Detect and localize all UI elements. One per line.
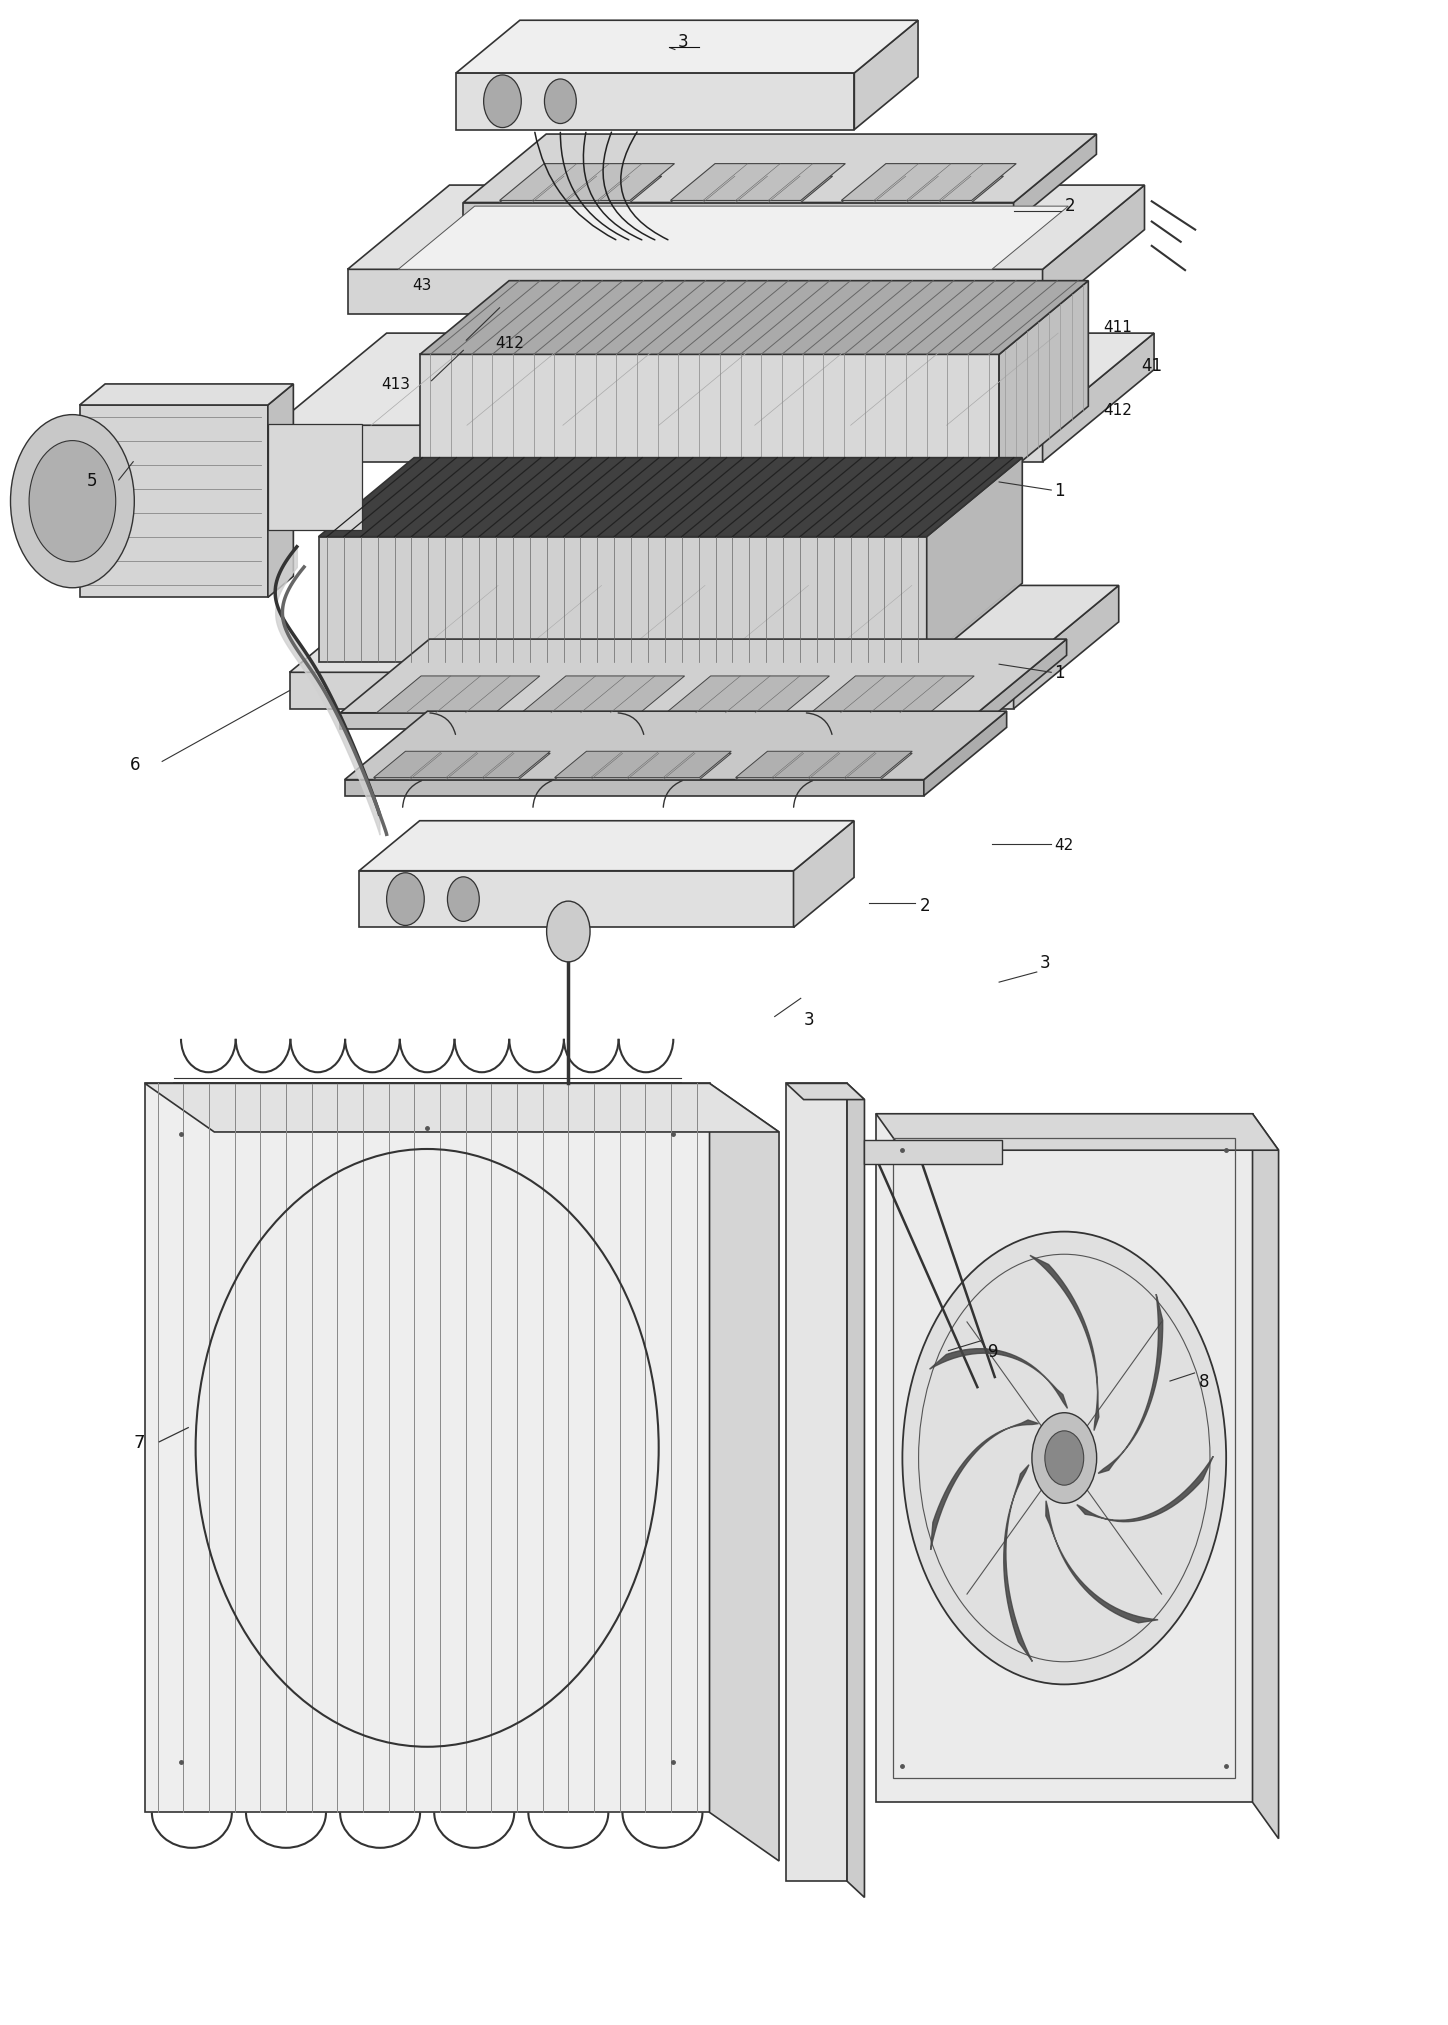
Circle shape xyxy=(447,877,479,921)
Polygon shape xyxy=(340,713,977,729)
Circle shape xyxy=(29,441,116,561)
Text: 6: 6 xyxy=(130,755,140,774)
Text: 412: 412 xyxy=(1103,403,1132,417)
Polygon shape xyxy=(268,385,294,597)
Circle shape xyxy=(902,1231,1226,1685)
Text: 2: 2 xyxy=(919,897,930,915)
Polygon shape xyxy=(854,20,918,130)
Polygon shape xyxy=(80,405,268,597)
Text: 3: 3 xyxy=(678,32,689,51)
Polygon shape xyxy=(319,458,1022,537)
Polygon shape xyxy=(1077,1456,1213,1521)
Text: 5: 5 xyxy=(87,472,97,490)
Text: 43: 43 xyxy=(413,277,432,292)
FancyBboxPatch shape xyxy=(876,1114,1253,1802)
Polygon shape xyxy=(710,1083,779,1861)
Polygon shape xyxy=(841,164,1016,200)
Polygon shape xyxy=(555,753,731,780)
Circle shape xyxy=(1045,1432,1083,1484)
Text: 42: 42 xyxy=(1054,838,1073,853)
Text: 3: 3 xyxy=(1040,954,1050,972)
Text: 7: 7 xyxy=(133,1434,145,1452)
Text: 9: 9 xyxy=(988,1343,998,1361)
Bar xyxy=(786,1083,847,1881)
Polygon shape xyxy=(275,425,1043,462)
Polygon shape xyxy=(670,176,833,202)
Polygon shape xyxy=(359,820,854,871)
Text: 411: 411 xyxy=(1103,320,1132,334)
Polygon shape xyxy=(1043,184,1144,314)
Polygon shape xyxy=(1045,1501,1158,1622)
Polygon shape xyxy=(876,1114,1279,1150)
Polygon shape xyxy=(420,281,1089,354)
Polygon shape xyxy=(398,207,1069,269)
Circle shape xyxy=(484,75,521,128)
Text: 3: 3 xyxy=(804,1010,814,1029)
Circle shape xyxy=(1032,1413,1096,1503)
Polygon shape xyxy=(555,751,731,778)
Polygon shape xyxy=(841,176,1003,202)
Polygon shape xyxy=(463,202,1014,223)
Circle shape xyxy=(546,901,589,962)
Polygon shape xyxy=(500,164,675,200)
Text: 1: 1 xyxy=(1054,482,1064,500)
Polygon shape xyxy=(359,871,794,927)
Polygon shape xyxy=(521,676,685,713)
Polygon shape xyxy=(376,676,540,713)
Polygon shape xyxy=(1030,1256,1099,1430)
Polygon shape xyxy=(290,585,1119,672)
Text: 2: 2 xyxy=(1064,196,1074,215)
Polygon shape xyxy=(786,1083,864,1100)
Polygon shape xyxy=(864,1140,1002,1164)
Polygon shape xyxy=(348,269,1043,314)
Polygon shape xyxy=(1003,1464,1032,1660)
Polygon shape xyxy=(1253,1114,1279,1839)
Bar xyxy=(145,1083,710,1812)
Polygon shape xyxy=(340,640,1067,713)
Polygon shape xyxy=(420,354,999,480)
Polygon shape xyxy=(670,164,846,200)
Polygon shape xyxy=(290,672,1014,709)
Circle shape xyxy=(544,79,576,124)
Polygon shape xyxy=(500,176,662,202)
Polygon shape xyxy=(1014,585,1119,709)
Polygon shape xyxy=(463,134,1096,202)
Polygon shape xyxy=(977,640,1067,729)
Bar xyxy=(268,423,362,531)
Polygon shape xyxy=(456,73,854,130)
Polygon shape xyxy=(736,753,912,780)
Polygon shape xyxy=(927,458,1022,662)
Polygon shape xyxy=(924,711,1006,796)
Polygon shape xyxy=(319,537,927,662)
Circle shape xyxy=(10,415,135,587)
Polygon shape xyxy=(348,184,1144,269)
Polygon shape xyxy=(1098,1294,1163,1474)
Polygon shape xyxy=(345,780,924,796)
Polygon shape xyxy=(931,1420,1038,1549)
Polygon shape xyxy=(374,753,550,780)
Polygon shape xyxy=(999,281,1089,480)
Text: 41: 41 xyxy=(1141,356,1163,375)
Text: 1: 1 xyxy=(1054,664,1064,682)
Text: 8: 8 xyxy=(1199,1373,1209,1391)
Polygon shape xyxy=(1043,332,1154,462)
Polygon shape xyxy=(275,332,1154,425)
Polygon shape xyxy=(794,820,854,927)
Polygon shape xyxy=(345,711,1006,780)
Polygon shape xyxy=(847,1083,864,1897)
Polygon shape xyxy=(145,1083,779,1132)
Text: 412: 412 xyxy=(495,336,524,350)
Bar xyxy=(893,1138,1235,1778)
Polygon shape xyxy=(736,751,912,778)
Polygon shape xyxy=(374,751,550,778)
Polygon shape xyxy=(666,676,830,713)
Text: 413: 413 xyxy=(381,377,410,391)
Polygon shape xyxy=(930,1349,1067,1409)
Polygon shape xyxy=(811,676,975,713)
Circle shape xyxy=(387,873,424,925)
Polygon shape xyxy=(80,385,294,405)
Polygon shape xyxy=(456,20,918,73)
Polygon shape xyxy=(1014,134,1096,223)
